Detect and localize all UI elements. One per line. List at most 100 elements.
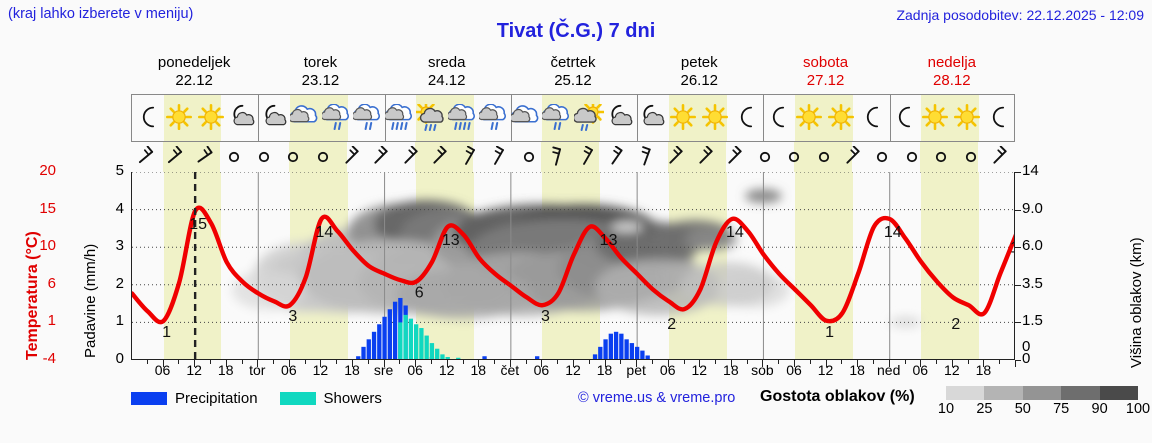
weather-icon-sun — [825, 95, 857, 141]
weather-icon-cloud — [290, 95, 322, 141]
wind-calm-marker — [809, 142, 838, 172]
cloud-density-colorbar-labels: 10 25 50 75 90 100 — [932, 401, 1150, 419]
temperature-tick-5: -4 — [42, 350, 56, 367]
wind-barb — [367, 142, 396, 172]
cloud-axis-tickmark — [1015, 247, 1021, 249]
x-axis-tickmark — [336, 360, 338, 364]
precipitation-axis-label: Padavine (mm/h) — [82, 243, 99, 358]
x-tick-sre: sre — [373, 362, 394, 378]
day-header-nedelja: nedelja 28.12 — [889, 54, 1015, 92]
wind-calm-marker — [278, 142, 307, 172]
x-tick-12: 12 — [817, 362, 834, 378]
x-axis-tickmark — [525, 360, 527, 364]
cloud-density-tick-10: 10 — [937, 401, 955, 417]
precipitation-tick-3: 2 — [115, 274, 124, 292]
day-name: sreda — [427, 54, 466, 71]
wind-barb — [603, 142, 632, 172]
day-separator — [637, 95, 639, 141]
cloud-height-tick-0: 14 — [1022, 162, 1039, 179]
x-axis-tickmark — [683, 360, 685, 364]
wind-barb — [426, 142, 455, 172]
daylight-band — [920, 142, 979, 172]
daylight-band — [921, 172, 980, 359]
x-tick-06: 06 — [281, 362, 297, 378]
weather-icon-cells — [132, 95, 1014, 141]
x-axis-tickmark — [320, 360, 322, 367]
wind-barb — [485, 142, 514, 172]
cloud-density-step-2 — [1022, 386, 1062, 400]
day-date: 26.12 — [680, 72, 719, 89]
wind-barb — [838, 142, 867, 172]
wind-barb — [720, 142, 749, 172]
wind-barb — [131, 142, 160, 172]
x-tick-18: 18 — [596, 362, 613, 378]
temperature-tick-1: 15 — [39, 199, 56, 217]
weather-icon-moon-cloud — [227, 95, 259, 141]
cloud-density-tick-75: 75 — [1053, 401, 1070, 417]
x-axis-tickmark — [178, 360, 180, 364]
wind-calm-marker — [308, 142, 337, 172]
wind-calm-marker — [249, 142, 278, 172]
temperature-tick-4: 1 — [47, 312, 56, 330]
day-name: torek — [303, 54, 338, 71]
temperature-tick-3: 6 — [47, 274, 56, 292]
x-axis-tickmark — [651, 360, 653, 364]
weather-icon-cloud-drizzle — [353, 95, 385, 141]
x-axis-tickmark — [715, 360, 717, 364]
precipitation-tick-2: 3 — [115, 237, 124, 255]
x-axis-tickmark — [778, 360, 780, 364]
weather-icon-moon — [731, 95, 763, 141]
cloud-height-axis-label: Višina oblakov (km) — [1128, 237, 1145, 368]
x-axis-tickmark — [636, 360, 638, 367]
day-name: sobota — [803, 54, 849, 71]
x-axis-tickmark — [273, 360, 275, 364]
x-axis-tickmark — [825, 360, 827, 367]
weather-icon-cloud-drizzle — [321, 95, 353, 141]
precipitation-legend-label: Precipitation — [175, 389, 258, 407]
x-axis-tickmark — [588, 360, 590, 364]
precipitation-axis-title: Padavine (mm/h) — [60, 172, 99, 362]
x-tick-12: 12 — [186, 362, 202, 378]
x-axis-tickmark — [446, 360, 448, 367]
weather-icon-sun-drizzle — [573, 95, 605, 141]
svg-text:1: 1 — [825, 324, 834, 341]
weather-icon-cloud-drizzle — [479, 95, 511, 141]
x-axis-tickmark — [209, 360, 211, 364]
precipitation-tick-0: 5 — [115, 162, 124, 179]
day-headers: ponedeljek 22.12 torek 23.12 sreda 24.12 četrt… — [131, 54, 1015, 92]
weather-icon-moon-cloud — [636, 95, 668, 141]
x-axis-tickmark — [730, 360, 732, 367]
x-tick-18: 18 — [975, 362, 992, 378]
wind-calm-marker — [219, 142, 248, 172]
x-axis-tickmark — [257, 360, 259, 367]
x-axis-tickmark — [1015, 360, 1016, 367]
day-separator — [889, 95, 891, 141]
svg-text:15: 15 — [189, 216, 207, 233]
x-axis-tickmark — [399, 360, 401, 364]
x-axis-tickmark — [146, 360, 148, 364]
daylight-band — [795, 172, 853, 359]
x-tick-06: 06 — [786, 362, 802, 378]
temperature-tick-2: 10 — [39, 237, 56, 255]
day-header-petek: petek 26.12 — [636, 54, 762, 92]
cloud-height-tick-2: 6.0 — [1022, 237, 1043, 255]
weather-icon-moon — [857, 95, 889, 141]
weather-icon-cloud-rain — [447, 95, 479, 141]
wind-barb — [573, 142, 602, 172]
showers-bars — [398, 314, 461, 359]
wind-calm-marker — [750, 142, 779, 172]
cloud-density-tick-50: 50 — [1014, 401, 1031, 417]
weather-icon-sun — [195, 95, 227, 141]
day-separator — [258, 95, 260, 141]
x-axis-tickmark — [762, 360, 764, 367]
x-axis-tickmark — [241, 360, 243, 364]
day-date: 27.12 — [806, 72, 845, 89]
copyright-link[interactable]: © vreme.us & vreme.pro — [578, 390, 736, 406]
svg-text:1: 1 — [162, 324, 171, 341]
day-header-ponedeljek: ponedeljek 22.12 — [131, 54, 257, 92]
wind-barb — [160, 142, 189, 172]
x-axis-tickmark — [367, 360, 369, 364]
daylight-band — [415, 142, 474, 172]
x-axis-tickmark — [967, 360, 969, 364]
x-axis-tickmark — [699, 360, 701, 367]
